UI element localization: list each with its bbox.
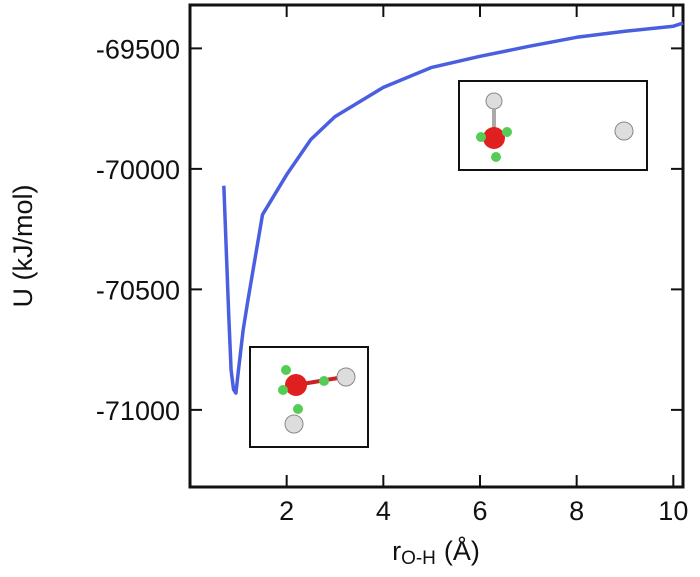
y-tick-label: -70500 bbox=[96, 275, 180, 305]
atom-f bbox=[319, 376, 329, 386]
inset-top bbox=[458, 80, 648, 171]
y-tick-label: -70000 bbox=[96, 155, 180, 185]
data-line bbox=[222, 21, 684, 395]
atom-h bbox=[485, 92, 503, 110]
atom-h bbox=[284, 414, 304, 434]
inset-box bbox=[249, 346, 369, 448]
atom-o bbox=[483, 127, 505, 149]
inset-bottom bbox=[249, 346, 369, 448]
atom-f bbox=[476, 132, 486, 142]
atom-f bbox=[502, 127, 512, 137]
atom-f bbox=[278, 385, 288, 395]
atom-h bbox=[614, 121, 634, 141]
atom-f bbox=[293, 404, 303, 414]
x-tick-label: 10 bbox=[658, 496, 688, 526]
atom-f bbox=[491, 152, 501, 162]
inset-box bbox=[458, 80, 648, 171]
x-tick-label: 4 bbox=[376, 496, 391, 526]
plot-frame bbox=[188, 3, 685, 489]
y-tick-label: -71000 bbox=[96, 396, 180, 426]
x-tick-label: 2 bbox=[279, 496, 294, 526]
x-label-unit: (Å) bbox=[444, 535, 480, 566]
atom-f bbox=[281, 365, 291, 375]
x-label-main: r bbox=[392, 536, 401, 566]
y-axis-label: U (kJ/mol) bbox=[8, 185, 38, 308]
x-tick-label: 6 bbox=[472, 496, 487, 526]
atom-h bbox=[336, 367, 356, 387]
atom-o bbox=[285, 374, 307, 396]
x-axis-label: rO-H (Å) bbox=[392, 535, 480, 569]
x-tick-label: 8 bbox=[569, 496, 584, 526]
y-tick-label: -69500 bbox=[96, 34, 180, 64]
x-label-sub: O-H bbox=[401, 548, 436, 569]
